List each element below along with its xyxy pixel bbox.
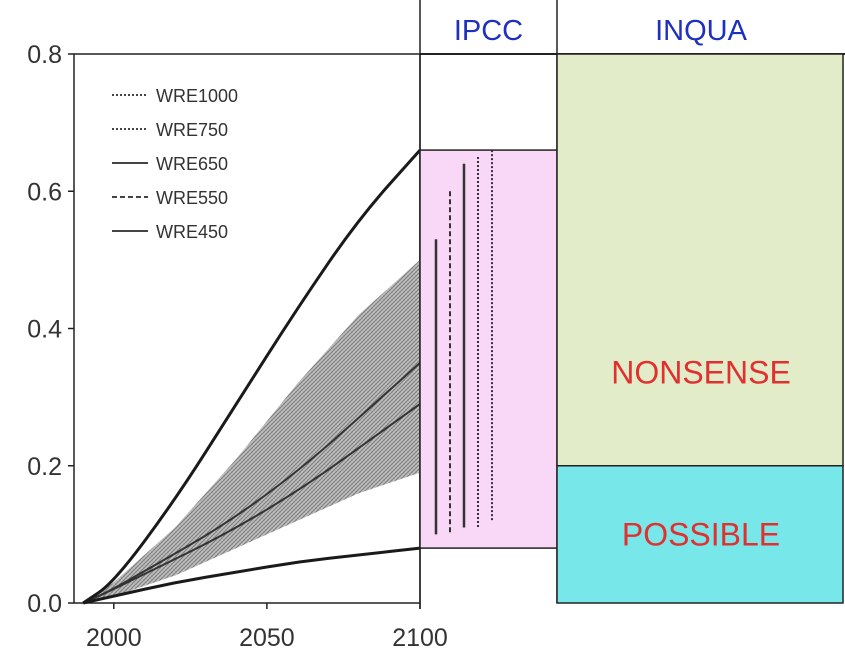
y-tick-label: 0.2 [27,453,62,481]
inqua-zone-label: POSSIBLE [622,516,780,552]
y-axis-ticks: 0.0 0.2 0.4 0.6 0.8 [27,41,74,618]
inqua-zone-label: NONSENSE [611,354,791,390]
y-tick-label: 0.8 [27,41,62,69]
x-axis-ticks: 2000 2050 2100 [86,603,448,652]
legend-label: WRE750 [156,120,228,140]
legend-label: WRE450 [156,222,228,242]
legend-label: WRE550 [156,188,228,208]
y-tick-label: 0.4 [27,316,62,344]
x-tick-label: 2100 [392,624,448,652]
uncertainty-band [83,259,420,603]
x-tick-label: 2000 [86,624,142,652]
ipcc-header: IPCC [454,15,523,47]
y-tick-label: 0.6 [27,178,62,206]
envelope-upper-line [82,149,422,605]
x-tick-label: 2050 [239,624,295,652]
legend-label: WRE1000 [156,86,238,106]
inqua-zone-possible [556,465,844,604]
ipcc-range-box [419,149,558,549]
inqua-header: INQUA [655,15,748,47]
inqua-zone-nonsense [556,53,844,467]
comparison-columns: IPCC INQUA NONSENSE POSSIBLE [419,0,845,609]
legend: WRE1000 WRE750 WRE650 WRE550 WRE450 [112,86,238,242]
legend-label: WRE650 [156,154,228,174]
envelope-lower-line [82,546,421,605]
y-tick-label: 0.0 [27,590,62,618]
